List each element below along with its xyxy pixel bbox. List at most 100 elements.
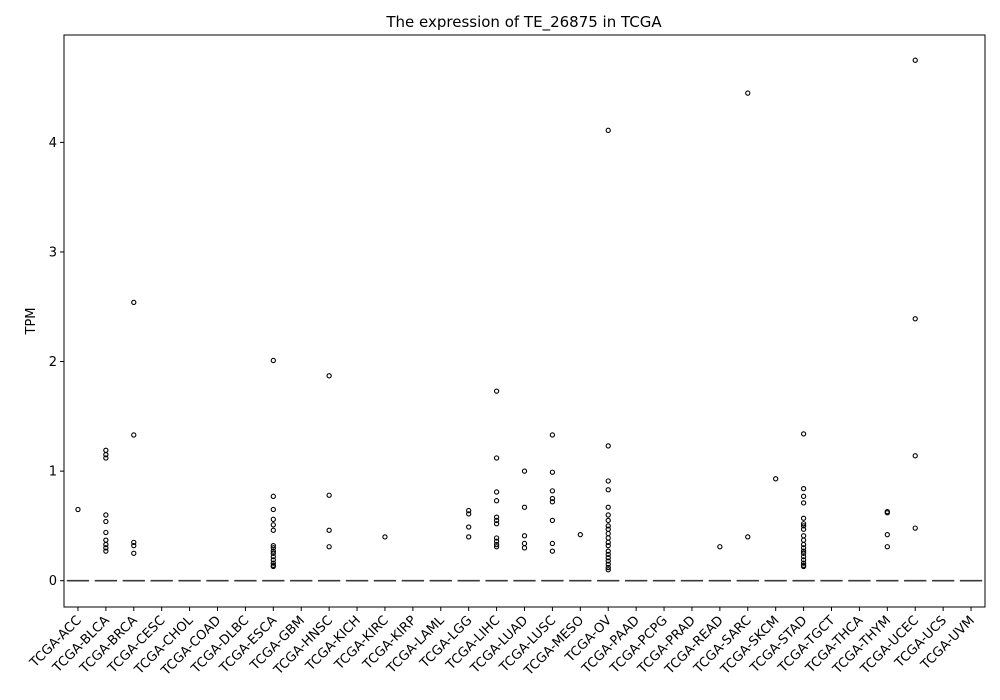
outlier-point [605,539,611,545]
outlier-point [270,522,276,528]
outlier-point [800,500,807,506]
y-tick-label: 2 [49,355,57,370]
outlier-point [800,550,807,556]
outlier-point [103,541,109,548]
outlier-point [800,553,807,560]
outlier-point [605,523,611,529]
outlier-point [605,504,611,510]
outlier-point [270,560,276,566]
outlier-point [800,541,807,548]
outlier-point [800,560,807,566]
y-axis-ticks: 0 1 2 3 4 [49,136,64,589]
outlier-point [270,550,276,556]
chart-title: The expression of TE_26875 in TCGA [385,13,662,32]
outlier-point [270,516,276,522]
outlier-point [745,534,751,540]
outlier-point [549,540,556,547]
outlier-point [800,526,807,532]
x-axis-ticks: TCGA-ACCTCGA-BLCATCGA-BRCATCGA-CESCTCGA-… [27,607,978,679]
outlier-point [103,537,109,543]
outlier-point [884,532,890,538]
outlier-point [270,506,276,513]
outlier-point [800,563,807,570]
outlier-point [466,524,472,530]
outlier-point [493,514,500,520]
outlier-point [912,453,918,459]
outlier-point [493,455,500,461]
outlier-point [800,493,807,499]
outlier-point [605,443,611,449]
outlier-point [521,540,528,547]
plot-frame [63,34,986,608]
outlier-point [521,533,528,539]
outlier-point [131,550,137,556]
y-tick-label: 0 [49,574,57,589]
outlier-point [466,511,472,517]
y-tick-label: 3 [49,245,57,260]
outlier-point [745,90,751,96]
outlier-points [75,57,918,573]
outlier-point [103,529,109,536]
outlier-point [717,544,723,550]
outlier-point [800,545,807,551]
outlier-point [884,544,890,550]
outlier-point [605,478,611,484]
outlier-point [605,517,611,524]
outlier-point [466,507,472,514]
outlier-point [549,495,556,502]
outlier-point [131,539,137,545]
outlier-point [131,432,137,438]
outlier-point [912,525,918,531]
outlier-point [605,561,611,567]
outlier-point [549,432,556,438]
outlier-point [605,558,611,564]
outlier-point [466,534,472,540]
outlier-point [800,431,807,437]
outlier-point [103,447,109,453]
outlier-point [493,521,500,527]
outlier-point [103,512,109,518]
outlier-point [493,541,500,548]
outlier-point [605,487,611,493]
outlier-point [800,515,807,521]
outlier-point [103,548,109,554]
outlier-point [75,506,81,513]
outlier-point [493,538,500,544]
outlier-point [800,486,807,492]
outlier-point [605,542,611,549]
outlier-point [270,548,276,554]
outlier-point [800,548,807,554]
outlier-point [270,545,276,551]
outlier-point [549,548,556,554]
outlier-point [493,489,500,495]
outlier-point [912,57,918,63]
outlier-point [800,557,807,563]
y-tick-label: 4 [49,136,57,151]
outlier-point [521,468,528,474]
outlier-point [270,493,276,499]
outlier-point [493,498,500,504]
outlier-point [270,563,276,570]
outlier-point [800,533,807,539]
outlier-point [605,555,611,561]
outlier-point [773,476,779,482]
outlier-point [912,316,918,322]
outlier-point [800,521,807,527]
outlier-point [800,537,807,543]
y-tick-label: 1 [49,465,57,480]
outlier-point [131,299,137,306]
outlier-point [605,548,611,554]
outlier-point [800,523,807,529]
outlier-point [270,542,276,549]
outlier-point [605,127,611,133]
outlier-point [103,455,109,461]
outlier-point [549,488,556,494]
outlier-point [577,532,583,538]
outlier-point [549,469,556,475]
outlier-point [270,553,276,560]
outlier-point [521,504,528,510]
outlier-point [549,499,556,505]
outlier-point [382,534,388,540]
outlier-point [131,542,137,549]
